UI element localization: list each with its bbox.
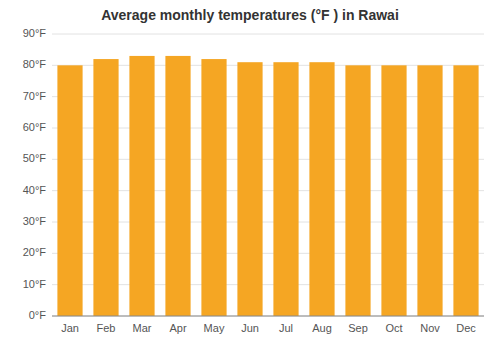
y-tick-label: 10°F <box>23 278 47 290</box>
y-tick-label: 40°F <box>23 184 47 196</box>
x-tick-label: Jan <box>61 322 79 334</box>
bar <box>381 65 406 316</box>
chart-container: 0°F 10°F 20°F 30°F 40°F 50°F 60°F 70°F 80°F 90°F J… <box>0 0 500 350</box>
bar <box>201 59 226 316</box>
x-tick-label: Aug <box>312 322 332 334</box>
y-tick-label: 20°F <box>23 246 47 258</box>
bar <box>93 59 118 316</box>
bar <box>273 62 298 316</box>
bar <box>309 62 334 316</box>
x-tick-label: Nov <box>420 322 440 334</box>
y-tick-label: 80°F <box>23 58 47 70</box>
grid-line <box>52 316 484 317</box>
y-tick-label: 0°F <box>29 309 47 321</box>
chart-svg: 0°F 10°F 20°F 30°F 40°F 50°F 60°F 70°F 80°F 90°F J… <box>0 0 500 350</box>
x-axis-line <box>52 316 484 317</box>
y-grid <box>52 34 484 316</box>
bar <box>165 56 190 316</box>
x-tick-label: Feb <box>97 322 116 334</box>
y-axis: 0°F 10°F 20°F 30°F 40°F 50°F 60°F 70°F 80°F 90°F <box>23 27 47 321</box>
x-tick-label: Sep <box>348 322 368 334</box>
bar <box>345 65 370 316</box>
y-tick-label: 60°F <box>23 121 47 133</box>
bar <box>237 62 262 316</box>
y-tick-label: 90°F <box>23 27 47 39</box>
bar <box>417 65 442 316</box>
grid-line <box>52 34 484 35</box>
bar <box>453 65 478 316</box>
x-tick-label: Mar <box>133 322 152 334</box>
x-tick-label: Jun <box>241 322 259 334</box>
bars <box>57 56 478 316</box>
y-tick-label: 70°F <box>23 90 47 102</box>
x-tick-label: Dec <box>456 322 476 334</box>
bar <box>57 65 82 316</box>
bar <box>129 56 154 316</box>
x-axis: Jan Feb Mar Apr May Jun Jul Aug Sep Oct Nov Dec <box>61 322 476 334</box>
y-tick-label: 30°F <box>23 215 47 227</box>
chart-title: Average monthly temperatures (°F ) in Ra… <box>101 7 399 23</box>
x-tick-label: May <box>204 322 225 334</box>
y-tick-label: 50°F <box>23 152 47 164</box>
x-tick-label: Apr <box>169 322 186 334</box>
x-tick-label: Oct <box>385 322 402 334</box>
x-tick-label: Jul <box>279 322 293 334</box>
